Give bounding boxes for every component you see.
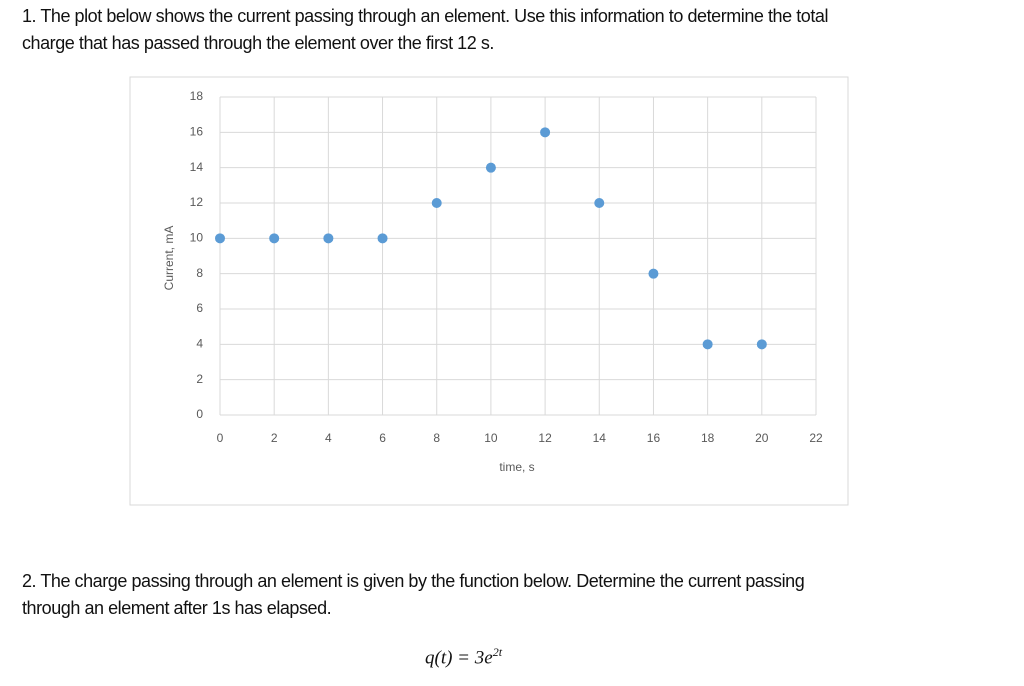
y-tick-label: 14 [190, 160, 204, 174]
question-2: 2. The charge passing through an element… [22, 568, 805, 622]
x-axis-title: time, s [499, 460, 534, 474]
data-point [648, 268, 659, 279]
x-tick-label: 12 [538, 431, 552, 445]
x-tick-label: 14 [593, 431, 607, 445]
x-tick-label: 0 [217, 431, 224, 445]
data-point [323, 233, 334, 244]
x-tick-label: 2 [271, 431, 278, 445]
data-point [377, 233, 388, 244]
x-tick-label: 8 [433, 431, 440, 445]
y-axis-title: Current, mA [162, 226, 176, 291]
formula: q(t) = 3e2t [425, 645, 502, 669]
x-tick-label: 16 [647, 431, 661, 445]
y-tick-label: 12 [190, 195, 204, 209]
formula-exponent: 2t [492, 645, 503, 659]
x-tick-label: 22 [809, 431, 823, 445]
x-tick-label: 10 [484, 431, 498, 445]
text-line: through an element after 1s has elapsed. [22, 598, 332, 618]
x-tick-label: 20 [755, 431, 769, 445]
data-point [215, 233, 225, 244]
y-tick-label: 10 [190, 231, 204, 245]
y-tick-label: 2 [196, 372, 203, 386]
text-line: 1. The plot below shows the current pass… [22, 6, 828, 26]
x-tick-label: 6 [379, 431, 386, 445]
y-tick-label: 8 [196, 266, 203, 280]
y-tick-label: 18 [190, 89, 204, 103]
y-tick-label: 6 [196, 301, 203, 315]
formula-base: q(t) = 3e [425, 647, 493, 669]
data-point [485, 162, 496, 173]
y-tick-label: 16 [190, 125, 204, 139]
text-line: 2. The charge passing through an element… [22, 571, 805, 591]
y-tick-label: 0 [196, 407, 203, 421]
x-tick-label: 4 [325, 431, 332, 445]
data-point [431, 198, 442, 208]
text-line: charge that has passed through the eleme… [22, 33, 494, 53]
data-point [269, 233, 280, 244]
data-point [540, 127, 551, 138]
data-point [756, 339, 767, 350]
x-tick-label: 18 [701, 431, 715, 445]
question-1: 1. The plot below shows the current pass… [22, 3, 828, 57]
data-point [594, 198, 605, 208]
y-tick-label: 4 [196, 337, 203, 351]
data-point [702, 339, 713, 350]
chart-area [129, 76, 849, 506]
